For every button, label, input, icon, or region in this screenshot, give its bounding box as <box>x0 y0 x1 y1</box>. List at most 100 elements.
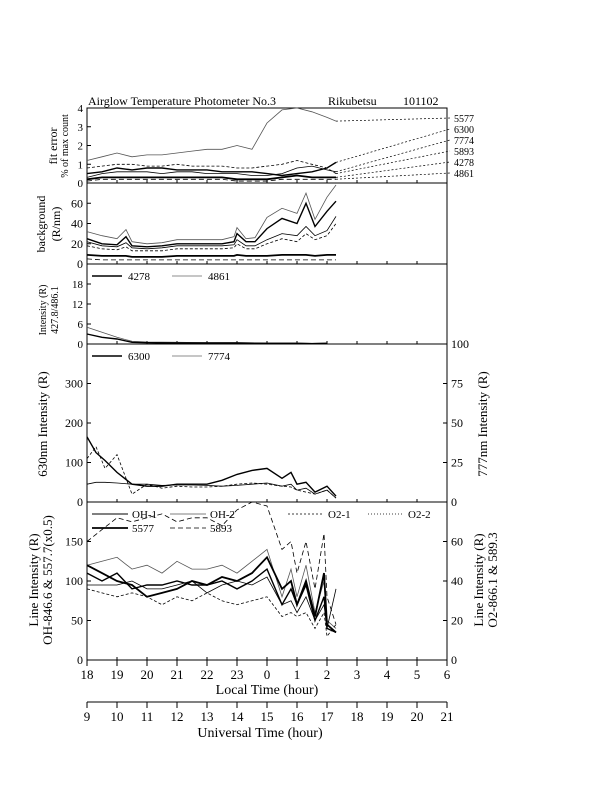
legend-label-5893: 5893 <box>210 523 233 535</box>
fit-error-label-4278: 4278 <box>454 158 474 169</box>
series-line-777nm-dashed- <box>86 445 337 499</box>
panel-3-ytick-label-left-200: 200 <box>65 416 83 430</box>
panel-0-ytick-label-left-2: 2 <box>78 141 84 153</box>
red-lines-ylabel-right: 777nm Intensity (R) <box>475 371 490 476</box>
leader-line-5893 <box>335 150 451 174</box>
panel-3-ytick-label-left-300: 300 <box>65 377 83 391</box>
red-lines-ylabel-left: 630nm Intensity (R) <box>35 371 50 476</box>
leader-line-5577 <box>335 117 451 122</box>
panel-3-ytick-label-right-100: 100 <box>451 337 469 351</box>
universal-time-tick-label-20: 20 <box>411 709 424 724</box>
series-line-5577 <box>86 107 337 161</box>
fit-error-label-5577: 5577 <box>454 114 474 125</box>
universal-time-tick-label-21: 21 <box>441 709 454 724</box>
series-line-background-4 <box>86 223 337 252</box>
panel-1-ytick-label-left-0: 0 <box>77 257 83 271</box>
series-line-6300 <box>86 436 337 497</box>
panel-4-ytick-label-right-0: 0 <box>451 653 457 667</box>
universal-time-axis-label: Universal Time (hour) <box>197 726 323 741</box>
series-line-4861 <box>86 333 328 345</box>
panel-3-ytick-label-left-100: 100 <box>65 456 83 470</box>
series-line-4278 <box>86 174 336 181</box>
legend-label-OH-2: OH-2 <box>210 509 235 521</box>
legend-label-O2-2: O2-2 <box>408 509 431 521</box>
panel-1-ytick-label-left-20: 20 <box>71 237 83 251</box>
legend-label-5577: 5577 <box>132 523 155 535</box>
local-time-tick-label-1: 1 <box>294 667 301 682</box>
panel-3-ytick-label-left-0: 0 <box>77 495 83 509</box>
panel-2-ytick-label-left-18: 18 <box>72 279 84 291</box>
leader-line-4861 <box>335 172 451 180</box>
legend-label-6300: 6300 <box>128 351 151 363</box>
leader-line-6300 <box>335 128 451 163</box>
background-ylabel-line1: background <box>34 196 48 253</box>
universal-time-tick-label-16: 16 <box>291 709 305 724</box>
oh-ylabel-left-line2: OH-846.6 & 557.7(x0.5) <box>40 515 55 645</box>
series-line-7774 <box>86 165 337 178</box>
panel-4-ytick-label-left-0: 0 <box>77 653 83 667</box>
panel-1-ytick-label-left-40: 40 <box>71 217 83 231</box>
oh-ylabel-left-line1: Line Intensity (R) <box>26 533 41 626</box>
date-code: 101102 <box>403 94 439 108</box>
panel-1-ytick-label-left-60: 60 <box>71 196 83 210</box>
series-line-background-2 <box>86 200 337 248</box>
local-time-tick-label-21: 21 <box>171 667 184 682</box>
universal-time-tick-label-12: 12 <box>171 709 184 724</box>
fit-error-label-5893: 5893 <box>454 147 474 158</box>
series-line-background-5 <box>86 253 336 258</box>
series-line-O2-2 <box>86 588 337 638</box>
station-name: Rikubetsu <box>328 94 377 108</box>
local-time-axis-label: Local Time (hour) <box>216 683 319 698</box>
panel-2-ytick-label-left-0: 0 <box>78 339 84 351</box>
legend-label-OH-1: OH-1 <box>132 509 157 521</box>
panel-2-ytick-label-left-12: 12 <box>72 299 83 311</box>
local-time-tick-label-0: 0 <box>264 667 271 682</box>
leader-line-4278 <box>335 161 451 178</box>
panel-4-ytick-label-left-100: 100 <box>65 574 83 588</box>
series-line-4861 <box>86 178 336 182</box>
series-line-background-6 <box>86 258 336 261</box>
universal-time-tick-label-9: 9 <box>84 709 91 724</box>
universal-time-tick-label-15: 15 <box>261 709 274 724</box>
panel-frame-background <box>86 182 448 265</box>
universal-time-tick-label-11: 11 <box>141 709 154 724</box>
series-line-OH-2 <box>86 567 337 634</box>
legend-label-4861: 4861 <box>208 271 230 283</box>
legend-label-4278: 4278 <box>128 271 151 283</box>
leader-line-7774 <box>335 139 451 173</box>
panel-0-ytick-label-left-0: 0 <box>78 178 84 190</box>
oh-ylabel-right-line2: O2-866.1 & 589.3 <box>485 532 500 627</box>
series-line-5893 <box>86 501 337 625</box>
series-line-5577 <box>86 555 337 634</box>
local-time-tick-label-2: 2 <box>324 667 331 682</box>
panel-4-ytick-label-right-60: 60 <box>451 535 463 549</box>
universal-time-tick-label-18: 18 <box>351 709 364 724</box>
panel-4-ytick-label-right-40: 40 <box>451 574 463 588</box>
fit-error-label-7774: 7774 <box>454 136 474 147</box>
oh-ylabel-right-line1: Line Intensity (R) <box>471 533 486 626</box>
series-line-OH-1 <box>86 548 337 629</box>
universal-time-tick-label-14: 14 <box>231 709 245 724</box>
blue-lines-ylabel-line2: 427.8/486.1 <box>50 286 61 334</box>
series-line-6300 <box>86 161 337 177</box>
panel-2-ytick-label-left-6: 6 <box>78 319 84 331</box>
local-time-tick-label-19: 19 <box>111 667 124 682</box>
series-line-5893 <box>86 160 337 174</box>
local-time-tick-label-23: 23 <box>231 667 244 682</box>
legend-label-7774: 7774 <box>208 351 231 363</box>
panel-3-ytick-label-right-75: 75 <box>451 377 463 391</box>
local-time-tick-label-20: 20 <box>141 667 154 682</box>
fit-error-ylabel-line2: % of max count <box>60 114 71 178</box>
local-time-tick-label-3: 3 <box>354 667 361 682</box>
legend-label-O2-1: O2-1 <box>328 509 351 521</box>
fit-error-label-6300: 6300 <box>454 125 474 136</box>
panel-3-ytick-label-right-50: 50 <box>451 416 463 430</box>
panel-3-ytick-label-right-25: 25 <box>451 456 463 470</box>
panel-4-ytick-label-left-50: 50 <box>71 614 83 628</box>
fit-error-ylabel-line1: fit error <box>46 128 60 165</box>
panel-0-ytick-label-left-3: 3 <box>78 122 84 134</box>
panel-4-ytick-label-left-150: 150 <box>65 535 83 549</box>
series-line-background-1 <box>86 184 337 245</box>
